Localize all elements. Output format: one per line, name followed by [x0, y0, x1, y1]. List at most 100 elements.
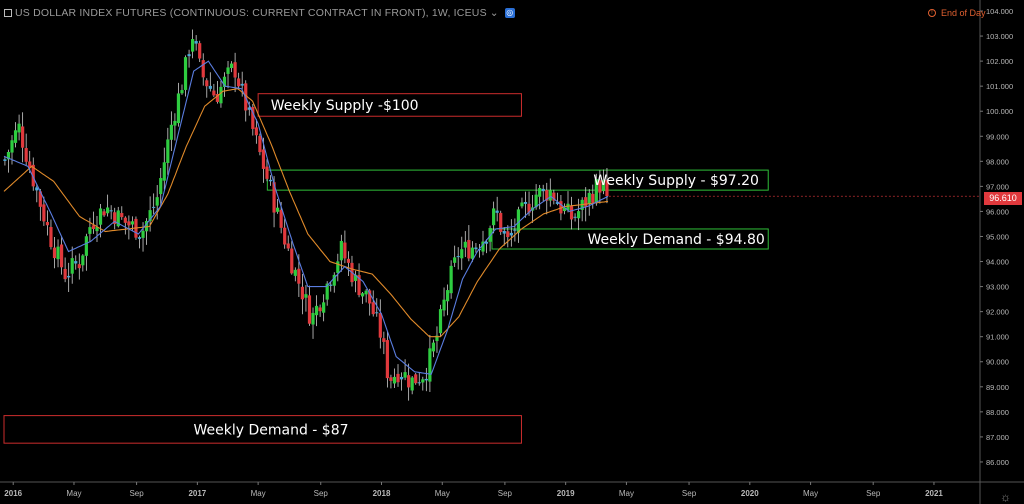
candle-body: [534, 194, 538, 208]
chart-header[interactable]: US DOLLAR INDEX FUTURES (CONTINUOUS: CUR…: [4, 6, 515, 20]
checkbox-icon[interactable]: [4, 9, 12, 17]
candle-body: [431, 342, 436, 352]
candle-body: [538, 188, 542, 197]
candle-body: [311, 312, 315, 325]
candle-body: [59, 244, 64, 268]
candle-body: [399, 376, 404, 380]
candle-body: [336, 261, 340, 273]
candle-body: [219, 86, 223, 104]
candle-body: [360, 293, 365, 297]
candle-body: [364, 290, 368, 295]
candle-body: [449, 265, 453, 294]
last-price-tag: 96.610: [984, 192, 1022, 205]
candle-body: [417, 382, 421, 384]
candle-body: [513, 229, 517, 231]
x-tick-label: May: [803, 489, 818, 498]
candle-body: [389, 377, 393, 381]
candle-body: [343, 242, 347, 259]
candle-body: [428, 348, 432, 382]
candle-body: [84, 236, 88, 256]
candle-body: [293, 269, 297, 276]
zone-box: [491, 228, 769, 250]
x-tick-label: May: [66, 489, 81, 498]
candle-body: [162, 162, 166, 181]
x-tick-label: 2019: [557, 489, 575, 498]
status-label: End of Day: [941, 8, 986, 18]
candle-body: [35, 187, 39, 191]
candle-body: [28, 161, 32, 168]
candle-body: [201, 60, 205, 78]
candle-body: [573, 216, 577, 218]
candle-body: [279, 209, 283, 228]
candle-body: [102, 211, 106, 216]
y-tick-label: 89.000: [986, 383, 1009, 392]
candle-body: [144, 220, 149, 232]
y-tick-label: 101.000: [986, 82, 1013, 91]
candle-body: [191, 39, 195, 52]
candle-body: [332, 274, 336, 286]
candle-body: [555, 202, 559, 204]
candle-body: [240, 83, 244, 86]
candle-body: [17, 123, 21, 133]
candle-body: [474, 247, 478, 250]
candle-body: [251, 106, 255, 129]
candle-body: [520, 202, 524, 207]
candle-body: [502, 230, 506, 234]
candle-body: [194, 41, 198, 44]
candle-body: [187, 54, 191, 57]
x-tick-label: May: [251, 489, 266, 498]
candle-body: [523, 201, 528, 204]
candle-body: [148, 210, 152, 221]
candle-body: [516, 209, 521, 233]
zone-label: Weekly Demand - $94.80: [588, 232, 765, 248]
y-tick-label: 98.000: [986, 157, 1009, 166]
candle-body: [31, 164, 35, 187]
candle-body: [297, 268, 301, 284]
candle-body: [265, 166, 269, 179]
candle-body: [237, 78, 241, 87]
moving-average-slow: [3, 88, 609, 338]
x-tick-label: 2016: [4, 489, 22, 498]
candle-body: [442, 299, 446, 311]
candle-body: [198, 43, 202, 59]
candle-body: [371, 302, 375, 315]
candle-body: [130, 221, 135, 225]
y-tick-label: 91.000: [986, 333, 1009, 342]
candle-body: [137, 237, 142, 239]
candle-body: [63, 268, 67, 280]
zone-label: Weekly Supply -$100: [271, 98, 419, 114]
y-tick-label: 90.000: [986, 358, 1009, 367]
y-tick-label: 103.000: [986, 32, 1013, 41]
candle-body: [509, 232, 513, 236]
candle-body: [368, 290, 372, 304]
candle-body: [212, 90, 216, 96]
candle-body: [176, 93, 181, 124]
chevron-down-icon[interactable]: ⌄: [489, 7, 499, 19]
candle-body: [272, 182, 276, 213]
candle-body: [215, 93, 220, 102]
candle-body: [45, 222, 50, 226]
candle-body: [435, 335, 439, 342]
gear-icon[interactable]: ☼: [1000, 490, 1011, 504]
candle-body: [339, 240, 343, 261]
candle-body: [98, 208, 103, 225]
candle-body: [506, 231, 510, 238]
candle-body: [67, 275, 71, 278]
candle-body: [470, 247, 474, 259]
y-tick-label: 97.000: [986, 182, 1009, 191]
candle-body: [541, 188, 545, 192]
candle-body: [346, 258, 351, 263]
candle-body: [183, 57, 188, 90]
candle-body: [123, 217, 127, 223]
candle-body: [392, 376, 397, 384]
settings-icon[interactable]: ◎: [504, 8, 515, 18]
candle-body: [88, 227, 92, 234]
candle-body: [155, 197, 159, 206]
candle-body: [318, 307, 322, 312]
candle-body: [492, 208, 496, 226]
x-tick-label: May: [435, 489, 450, 498]
candle-body: [598, 180, 602, 193]
candle-body: [445, 290, 450, 302]
zone-box: [3, 415, 522, 444]
